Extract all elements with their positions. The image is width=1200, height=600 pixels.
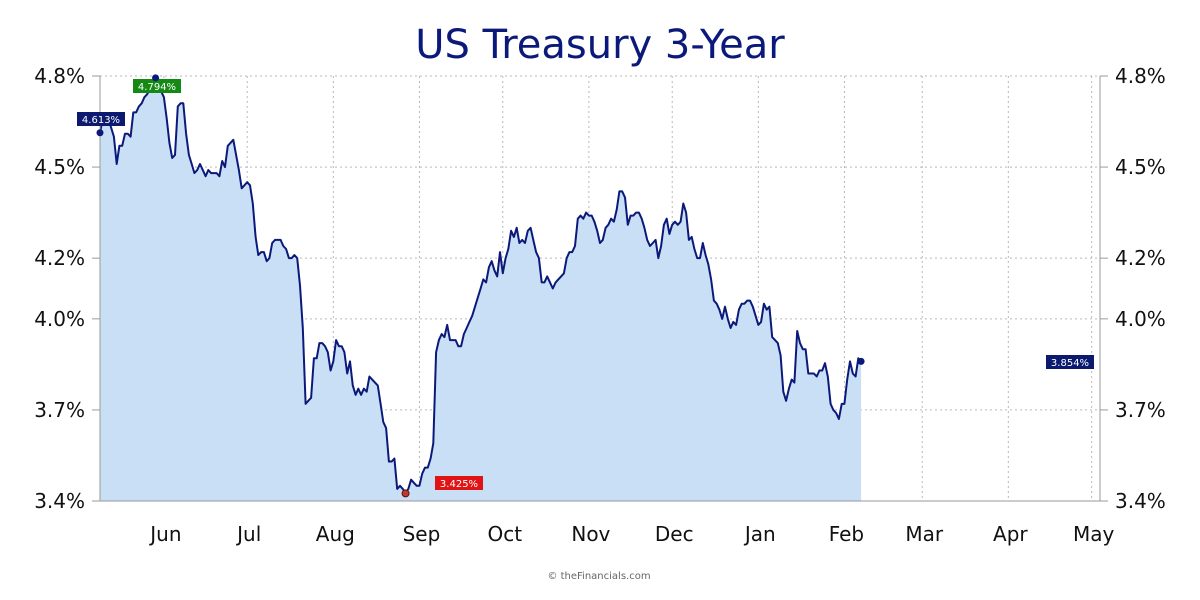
annotation-last: 3.854% <box>857 355 1094 369</box>
annotation-flag <box>1046 355 1094 369</box>
annotation-point <box>96 129 104 137</box>
y-tick-label-right: 4.2% <box>1115 246 1166 270</box>
chart-title: US Treasury 3-Year <box>415 22 785 68</box>
x-tick-label: Mar <box>905 522 944 546</box>
annotations: 4.613% 4.794% 3.425% 3.854% <box>77 74 1094 498</box>
y-tick-label-left: 4.0% <box>34 307 85 331</box>
x-tick-label: Jul <box>235 522 261 546</box>
annotation-label: 3.425% <box>440 479 478 490</box>
y-tick-label-left: 4.8% <box>34 64 85 88</box>
x-tick-label: Nov <box>571 522 610 546</box>
x-tick-label: Jan <box>743 522 776 546</box>
annotation-point <box>857 357 865 365</box>
x-axis-ticks: Jun Jul Aug Sep Oct Nov Dec Jan Feb Mar Apr May <box>148 522 1114 546</box>
area-layer <box>99 76 862 502</box>
x-tick-label: May <box>1073 522 1115 546</box>
y-tick-label-right: 3.4% <box>1115 489 1166 513</box>
y-axis-left-ticks: 4.8% 4.5% 4.2% 4.0% 3.7% 3.4% <box>34 64 85 513</box>
annotation-label: 3.854% <box>1051 358 1089 369</box>
x-tick-label: Feb <box>829 522 864 546</box>
annotation-point <box>401 489 410 498</box>
credit-text: © theFinancials.com <box>547 571 650 582</box>
y-tick-label-left: 3.7% <box>34 398 85 422</box>
series-line <box>99 76 862 495</box>
x-tick-label: Sep <box>403 522 441 546</box>
y-tick-label-right: 3.7% <box>1115 398 1166 422</box>
x-tick-label: Oct <box>487 522 522 546</box>
annotation-flag <box>435 476 483 490</box>
axes <box>92 75 1108 502</box>
annotation-low: 3.425% <box>401 476 483 498</box>
x-tick-label: Apr <box>993 522 1028 546</box>
y-tick-label-right: 4.0% <box>1115 307 1166 331</box>
y-tick-label-right: 4.5% <box>1115 155 1166 179</box>
annotation-flag <box>77 112 125 126</box>
y-axis-right-ticks: 4.8% 4.5% 4.2% 4.0% 3.7% 3.4% <box>1115 64 1166 513</box>
y-tick-label-left: 4.2% <box>34 246 85 270</box>
y-tick-label-left: 3.4% <box>34 489 85 513</box>
annotation-label: 4.794% <box>138 82 176 93</box>
annotation-label: 4.613% <box>82 115 120 126</box>
annotation-high: 4.794% <box>133 74 181 93</box>
x-tick-label: Dec <box>655 522 694 546</box>
y-tick-label-right: 4.8% <box>1115 64 1166 88</box>
annotation-point <box>152 74 160 82</box>
annotation-start: 4.613% <box>77 112 125 137</box>
annotation-flag <box>133 79 181 93</box>
y-tick-label-left: 4.5% <box>34 155 85 179</box>
x-tick-label: Aug <box>316 522 355 546</box>
x-tick-label: Jun <box>148 522 181 546</box>
